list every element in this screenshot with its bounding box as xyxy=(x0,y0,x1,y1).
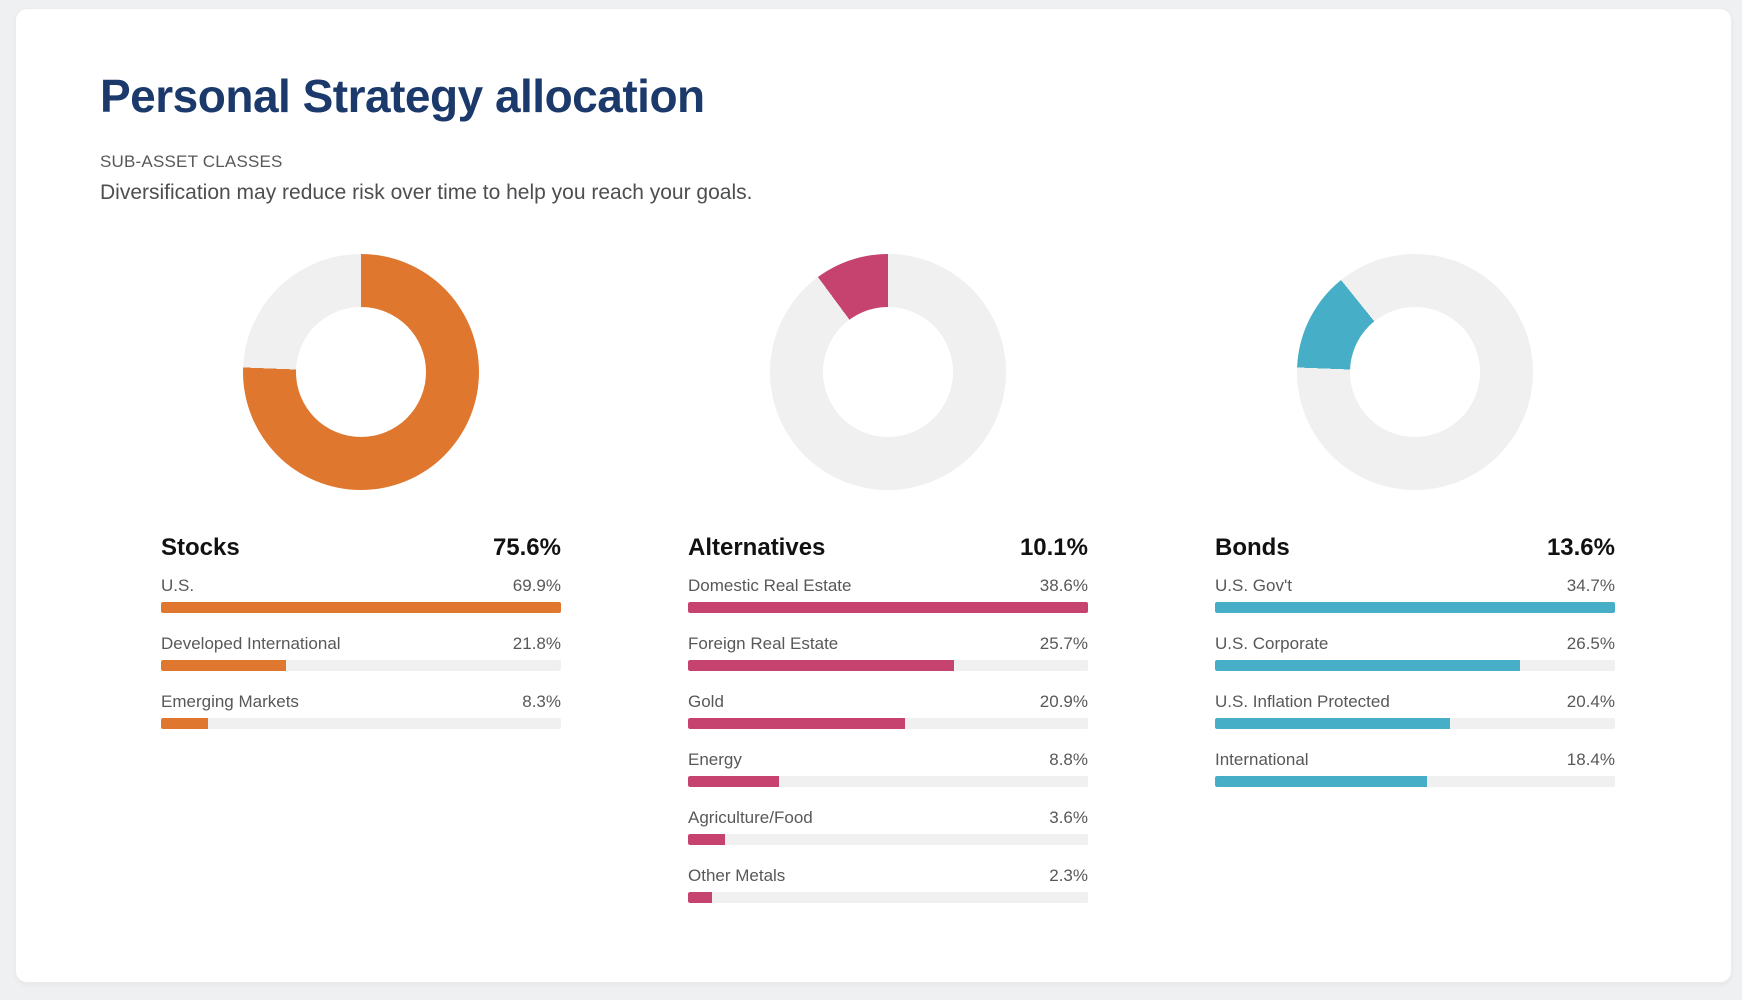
allocation-row: Domestic Real Estate 38.6% xyxy=(688,576,1088,613)
row-label: Gold xyxy=(688,691,724,711)
bar-track xyxy=(1215,659,1615,671)
row-label: Developed International xyxy=(161,633,341,653)
stocks-donut-chart xyxy=(243,253,479,490)
row-value: 21.8% xyxy=(512,633,561,653)
alternatives-bar-list: Domestic Real Estate 38.6% Foreign Real Es… xyxy=(688,576,1088,903)
bar-track xyxy=(161,659,561,671)
row-value: 8.8% xyxy=(1049,749,1088,769)
row-label: Energy xyxy=(688,749,742,769)
bonds-group-header: Bonds 13.6% xyxy=(1215,534,1615,562)
stocks-bar-list: U.S. 69.9% Developed International 21.8% Eme… xyxy=(161,576,561,729)
row-value: 69.9% xyxy=(512,575,561,595)
row-label: International xyxy=(1215,749,1309,769)
row-value: 3.6% xyxy=(1049,807,1088,827)
bar-track xyxy=(161,717,561,729)
column-bonds: Bonds 13.6% U.S. Gov't 34.7% U.S. Corporat… xyxy=(1215,205,1615,924)
bar-fill xyxy=(688,659,955,671)
bar-fill xyxy=(688,775,780,787)
stocks-group-value: 75.6% xyxy=(492,533,561,561)
row-label: Domestic Real Estate xyxy=(688,575,852,595)
stocks-group-header: Stocks 75.6% xyxy=(161,534,561,562)
allocation-row: U.S. Gov't 34.7% xyxy=(1215,576,1615,613)
bar-track xyxy=(688,601,1088,613)
page-title: Personal Strategy allocation xyxy=(100,70,705,122)
allocation-row: U.S. 69.9% xyxy=(161,576,561,613)
allocation-row: Developed International 21.8% xyxy=(161,634,561,671)
row-value: 26.5% xyxy=(1566,633,1615,653)
bar-track xyxy=(688,891,1088,903)
section-eyebrow: SUB-ASSET CLASSES xyxy=(100,151,283,171)
row-value: 2.3% xyxy=(1049,865,1088,885)
bar-track xyxy=(688,833,1088,845)
row-label: U.S. Corporate xyxy=(1215,633,1329,653)
allocation-row: Agriculture/Food 3.6% xyxy=(688,808,1088,845)
row-label: Agriculture/Food xyxy=(688,807,813,827)
allocation-row: Energy 8.8% xyxy=(688,750,1088,787)
row-label: Other Metals xyxy=(688,865,786,885)
row-label: U.S. Inflation Protected xyxy=(1215,691,1390,711)
bar-track xyxy=(688,659,1088,671)
allocation-row: U.S. Inflation Protected 20.4% xyxy=(1215,692,1615,729)
row-label: Emerging Markets xyxy=(161,691,299,711)
row-value: 38.6% xyxy=(1039,575,1088,595)
row-label: U.S. xyxy=(161,575,195,595)
allocation-row: International 18.4% xyxy=(1215,750,1615,787)
stocks-group-label: Stocks xyxy=(161,533,240,561)
alternatives-group-header: Alternatives 10.1% xyxy=(688,534,1088,562)
row-value: 34.7% xyxy=(1566,575,1615,595)
bar-track xyxy=(1215,601,1615,613)
allocation-row: Other Metals 2.3% xyxy=(688,866,1088,903)
bonds-bar-list: U.S. Gov't 34.7% U.S. Corporate 26.5% U.S. I… xyxy=(1215,576,1615,787)
bar-fill xyxy=(688,891,712,903)
bar-fill xyxy=(688,717,905,729)
allocation-row: Emerging Markets 8.3% xyxy=(161,692,561,729)
row-label: U.S. Gov't xyxy=(1215,575,1292,595)
row-value: 20.4% xyxy=(1566,691,1615,711)
row-value: 8.3% xyxy=(522,691,561,711)
bar-track xyxy=(1215,775,1615,787)
allocation-row: Foreign Real Estate 25.7% xyxy=(688,634,1088,671)
row-value: 20.9% xyxy=(1039,691,1088,711)
bar-fill xyxy=(688,833,726,845)
bar-track xyxy=(688,717,1088,729)
bonds-group-label: Bonds xyxy=(1215,533,1290,561)
allocation-row: U.S. Corporate 26.5% xyxy=(1215,634,1615,671)
bar-fill xyxy=(1215,775,1428,787)
bar-fill xyxy=(1215,601,1615,613)
bar-fill xyxy=(161,717,209,729)
page-header: Personal Strategy allocation SUB-ASSET C… xyxy=(16,9,1731,205)
bar-fill xyxy=(161,659,286,671)
bar-fill xyxy=(1215,717,1451,729)
row-label: Foreign Real Estate xyxy=(688,633,839,653)
bonds-donut-chart xyxy=(1297,253,1533,490)
bar-track xyxy=(161,601,561,613)
bar-track xyxy=(688,775,1088,787)
column-alternatives: Alternatives 10.1% Domestic Real Estate 3… xyxy=(688,205,1088,924)
bar-fill xyxy=(1215,659,1521,671)
bar-fill xyxy=(688,601,1088,613)
allocation-columns: Stocks 75.6% U.S. 69.9% Developed Internat… xyxy=(161,205,1731,924)
allocation-row: Gold 20.9% xyxy=(688,692,1088,729)
bonds-group-value: 13.6% xyxy=(1546,533,1615,561)
alternatives-group-value: 10.1% xyxy=(1019,533,1088,561)
bar-fill xyxy=(161,601,561,613)
row-value: 18.4% xyxy=(1566,749,1615,769)
column-stocks: Stocks 75.6% U.S. 69.9% Developed Internat… xyxy=(161,205,561,924)
allocation-card: Personal Strategy allocation SUB-ASSET C… xyxy=(15,8,1732,983)
alternatives-group-label: Alternatives xyxy=(688,533,826,561)
alternatives-donut-chart xyxy=(770,253,1006,490)
bar-track xyxy=(1215,717,1615,729)
row-value: 25.7% xyxy=(1039,633,1088,653)
section-subtitle: Diversification may reduce risk over tim… xyxy=(100,180,753,204)
